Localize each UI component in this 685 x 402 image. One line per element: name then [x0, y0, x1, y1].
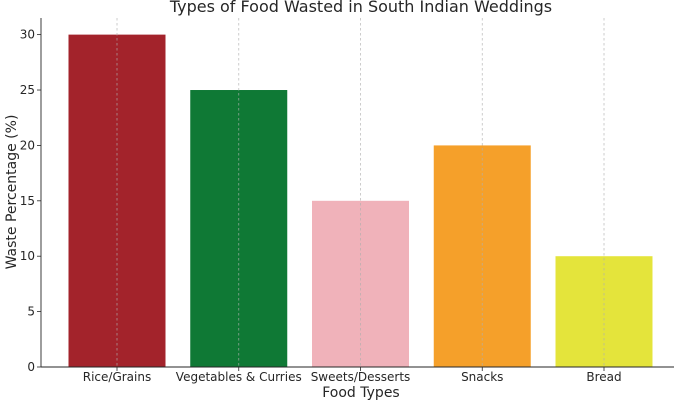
- x-tick-label: Vegetables & Curries: [176, 370, 302, 384]
- y-tick-label: 20: [20, 138, 35, 152]
- ticks-layer: Rice/Grains Vegetables & Curries Sweets/De…: [20, 28, 622, 384]
- y-tick-label: 0: [27, 360, 35, 374]
- y-tick-label: 30: [20, 28, 35, 42]
- x-tick-label: Bread: [586, 370, 621, 384]
- y-tick-label: 10: [20, 249, 35, 263]
- x-tick-label: Sweets/Desserts: [311, 370, 411, 384]
- y-tick-label: 5: [27, 305, 35, 319]
- axes-layer: [40, 18, 674, 368]
- grid-layer: [116, 18, 605, 367]
- chart-title: Types of Food Wasted in South Indian Wed…: [169, 0, 552, 16]
- x-axis-title: Food Types: [322, 385, 399, 401]
- y-tick-label: 25: [20, 83, 35, 97]
- y-axis-title: Waste Percentage (%): [4, 115, 20, 270]
- x-tick-label: Snacks: [461, 370, 503, 384]
- x-tick-label: Rice/Grains: [83, 370, 151, 384]
- y-tick-label: 15: [20, 194, 35, 208]
